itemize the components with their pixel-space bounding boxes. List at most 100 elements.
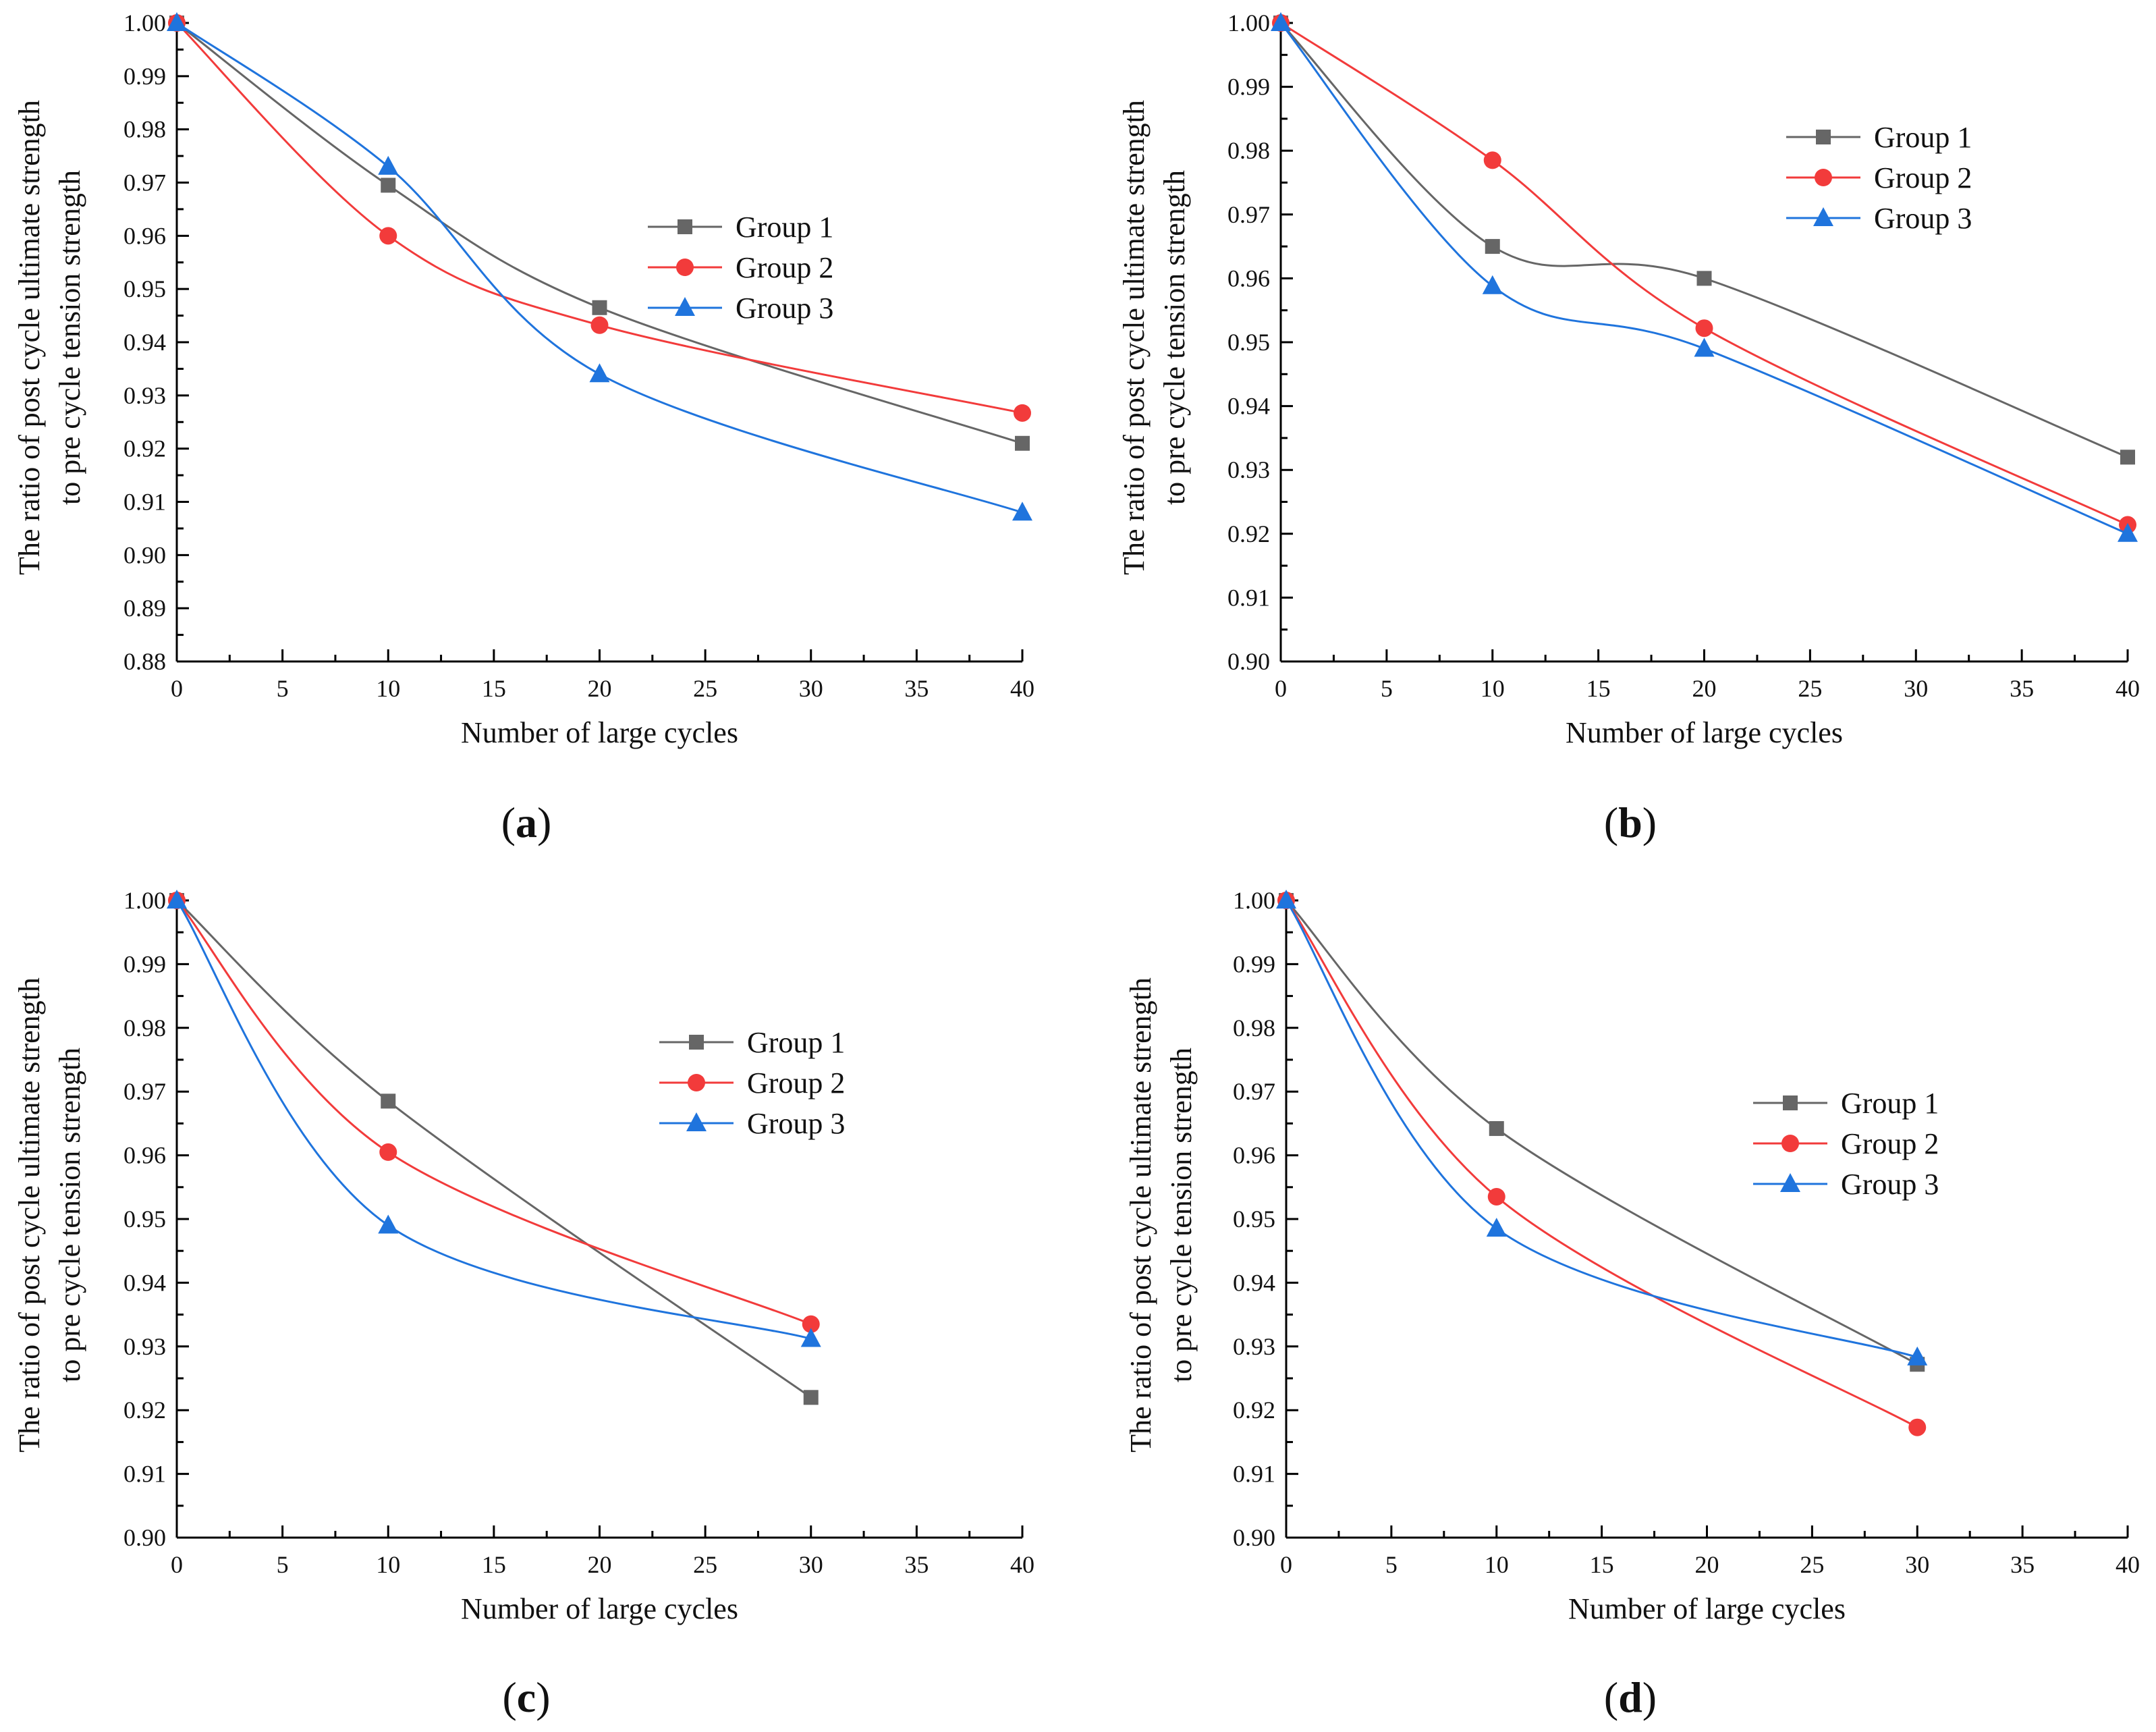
x-tick-label: 15 [1586, 675, 1611, 702]
data-point-circle [1014, 404, 1031, 422]
y-axis-title-line-1: The ratio of post cycle ultimate strengt… [1124, 977, 1157, 1453]
y-tick-label: 0.99 [1227, 74, 1270, 101]
series-group-3 [167, 890, 821, 1347]
y-tick-label: 0.97 [1233, 1078, 1275, 1105]
series-group-1 [169, 16, 1030, 451]
data-point-triangle [1012, 502, 1032, 521]
y-tick-label: 0.89 [123, 595, 166, 622]
y-tick-label: 0.91 [1233, 1461, 1275, 1488]
legend-entry: Group 1 [648, 211, 833, 244]
y-tick-label: 0.91 [123, 489, 166, 516]
x-tick-label: 10 [376, 675, 400, 702]
panel-label: (d) [1604, 1673, 1657, 1721]
x-tick-label: 10 [1481, 675, 1505, 702]
y-tick-label: 0.94 [123, 1269, 166, 1296]
x-tick-label: 35 [2010, 675, 2034, 702]
y-tick-label: 0.94 [123, 329, 166, 356]
panel-label: (c) [502, 1673, 550, 1721]
x-tick-label: 40 [2116, 1551, 2140, 1578]
data-point-triangle [589, 363, 610, 383]
data-point-circle [1487, 1187, 1505, 1206]
y-axis-title-line-2: to pre cycle tension strength [1158, 170, 1191, 505]
y-tick-label: 0.98 [1227, 137, 1270, 164]
x-tick-label: 30 [799, 1551, 823, 1578]
y-tick-label: 1.00 [1233, 887, 1275, 914]
y-tick-label: 1.00 [1227, 9, 1270, 36]
legend-marker-triangle [1780, 1173, 1800, 1192]
legend-entry: Group 3 [648, 292, 833, 325]
y-tick-label: 0.93 [123, 382, 166, 409]
legend-entry: Group 3 [1753, 1168, 1939, 1201]
legend-entry: Group 3 [659, 1107, 845, 1140]
y-tick-label: 0.99 [123, 63, 166, 90]
data-point-circle [1483, 151, 1501, 169]
series-line [1285, 900, 1918, 1429]
series-line [175, 900, 812, 1340]
data-point-square [1696, 271, 1712, 286]
y-tick-label: 0.92 [1233, 1397, 1275, 1424]
series-line [1279, 22, 2128, 535]
x-tick-label: 25 [693, 1551, 717, 1578]
data-point-triangle [1271, 12, 1291, 31]
data-point-triangle [2118, 522, 2138, 542]
chart-panel-d: 0.90 0.91 0.92 0.93 0.94 0.95 0.96 0.97 0.98 0.99… [1124, 887, 2140, 1721]
x-tick-label: 5 [277, 675, 289, 702]
x-tick-label: 0 [171, 1551, 183, 1578]
legend-marker-circle [1781, 1135, 1799, 1152]
data-point-triangle [378, 1214, 399, 1234]
y-tick-label: 0.97 [1227, 201, 1270, 228]
legend-entry: Group 2 [1753, 1127, 1939, 1160]
y-axis-title-line-1: The ratio of post cycle ultimate strengt… [1117, 100, 1151, 575]
legend-label: Group 2 [747, 1066, 845, 1100]
x-tick-label: 0 [1280, 1551, 1292, 1578]
legend-entry: Group 2 [1786, 161, 1972, 194]
chart-panel-a: 0.88 0.89 0.90 0.91 0.92 0.93 0.94 0.95 0.96 0.97… [13, 9, 1034, 846]
data-point-circle [802, 1315, 820, 1333]
data-point-triangle [1486, 1218, 1507, 1237]
y-tick-label: 1.00 [123, 887, 166, 914]
y-tick-label: 0.91 [123, 1461, 166, 1488]
y-axis-title-line-2: to pre cycle tension strength [53, 170, 86, 505]
data-point-square [381, 178, 396, 193]
legend-marker-circle [1815, 169, 1832, 186]
data-point-square [381, 1093, 396, 1109]
x-tick-label: 20 [588, 675, 612, 702]
legend-label: Group 2 [736, 251, 833, 284]
y-tick-label: 0.95 [123, 1206, 166, 1233]
data-point-square [592, 300, 607, 315]
data-point-triangle [800, 1328, 821, 1347]
y-tick-label: 0.96 [1233, 1142, 1275, 1169]
data-point-triangle [167, 890, 187, 909]
x-tick-label: 0 [171, 675, 183, 702]
data-point-triangle [1276, 890, 1296, 909]
series-line [176, 22, 1023, 514]
x-tick-label: 20 [1695, 1551, 1719, 1578]
y-tick-label: 0.93 [1227, 456, 1270, 483]
y-tick-label: 1.00 [123, 9, 166, 36]
y-tick-label: 0.90 [1227, 648, 1270, 675]
data-point-square [1015, 435, 1030, 451]
x-axis-title: Number of large cycles [1566, 716, 1843, 749]
legend-entry: Group 1 [1786, 121, 1972, 154]
data-point-triangle [1907, 1346, 1928, 1365]
legend-label: Group 3 [747, 1107, 845, 1140]
x-tick-label: 5 [1381, 675, 1393, 702]
data-point-circle [1908, 1418, 1927, 1436]
x-tick-label: 5 [1385, 1551, 1398, 1578]
data-point-square [1489, 1120, 1504, 1136]
y-tick-label: 0.95 [123, 275, 166, 302]
y-tick-label: 0.93 [123, 1333, 166, 1360]
y-tick-label: 0.97 [123, 169, 166, 196]
y-tick-label: 0.98 [123, 116, 166, 143]
legend-label: Group 3 [1841, 1168, 1939, 1201]
x-tick-label: 30 [799, 675, 823, 702]
x-tick-label: 15 [482, 675, 506, 702]
y-axis-title-line-1: The ratio of post cycle ultimate strengt… [13, 977, 46, 1453]
y-tick-label: 0.97 [123, 1078, 166, 1105]
data-point-circle [1695, 319, 1713, 337]
legend-marker-square [689, 1035, 704, 1050]
x-tick-label: 25 [693, 675, 717, 702]
legend-label: Group 3 [736, 292, 833, 325]
x-tick-label: 25 [1798, 675, 1822, 702]
y-axis-title-line-2: to pre cycle tension strength [53, 1048, 86, 1382]
